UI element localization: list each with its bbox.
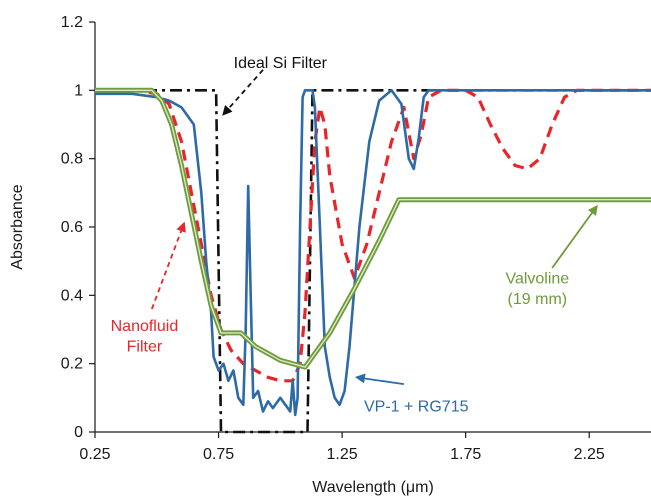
x-tick-label: 1.75	[450, 446, 481, 463]
x-tick-label: 0.25	[79, 446, 110, 463]
y-tick-label: 0.4	[61, 287, 83, 304]
annotation-arrow	[551, 204, 598, 269]
annotation-label: Ideal Si Filter	[234, 55, 328, 72]
series-line-vp-1-rg715	[95, 89, 651, 417]
y-tick-label: 0	[74, 424, 83, 441]
annotation-label: VP-1 + RG715	[364, 398, 469, 415]
annotation-label: Filter	[127, 339, 163, 356]
annotation-arrow	[354, 373, 405, 386]
series-line-ideal-si-filter	[95, 89, 651, 434]
series-group	[95, 87, 651, 434]
axes: 0 0.2 0.4 0.6 0.8 1 1.2 0.25 0.75 1.25 1.75 2.25	[61, 14, 651, 463]
x-tick-label: 1.25	[327, 446, 358, 463]
y-tick-label: 1.2	[61, 14, 83, 31]
annotation-label: (19 mm)	[508, 291, 568, 308]
annotations-group: Ideal Si Filter Nanofluid Filter VP-1 + RG7…	[111, 55, 598, 415]
series-line-nanofluid-filter	[95, 88, 651, 383]
annotation-label: Valvoline	[505, 270, 569, 287]
y-axis-title: Absorbance	[9, 184, 26, 269]
y-tick-label: 0.2	[61, 356, 83, 373]
y-tick-label: 0.8	[61, 151, 83, 168]
x-tick-label: 2.25	[574, 446, 605, 463]
x-axis-title: Wavelength (μm)	[312, 479, 434, 496]
annotation-label: Nanofluid	[111, 318, 179, 335]
annotation-arrow	[222, 69, 264, 116]
y-tick-label: 1	[74, 82, 83, 99]
x-tick-label: 0.75	[203, 446, 234, 463]
series-line-valvoline-19-mm	[95, 87, 651, 370]
y-tick-label: 0.6	[61, 219, 83, 236]
series-line-valvoline-19-mm-inner	[95, 89, 651, 368]
annotation-arrow	[150, 221, 186, 310]
